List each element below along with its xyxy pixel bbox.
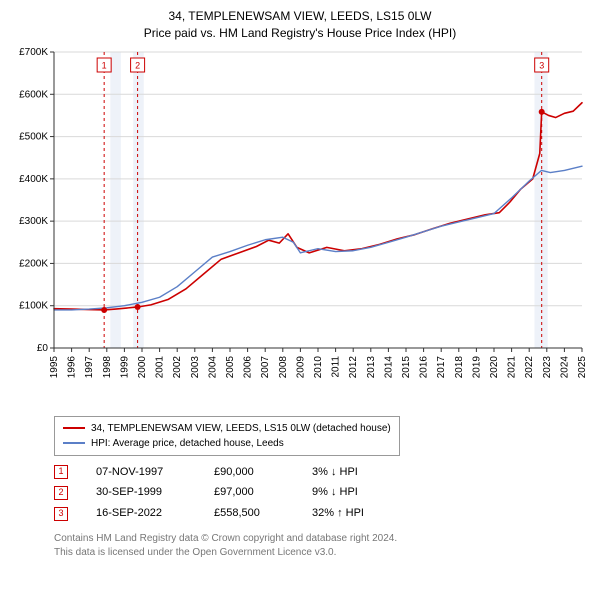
svg-text:2001: 2001 bbox=[155, 355, 166, 378]
svg-text:2: 2 bbox=[135, 60, 140, 70]
sale-diff: 32% ↑ HPI bbox=[312, 503, 402, 524]
sale-date: 07-NOV-1997 bbox=[96, 462, 186, 483]
svg-text:2002: 2002 bbox=[172, 355, 183, 378]
svg-text:2008: 2008 bbox=[278, 355, 289, 378]
svg-text:2004: 2004 bbox=[207, 355, 218, 378]
svg-text:2016: 2016 bbox=[419, 355, 430, 378]
svg-text:£200K: £200K bbox=[19, 258, 48, 269]
svg-text:2019: 2019 bbox=[471, 355, 482, 378]
footer-line1: Contains HM Land Registry data © Crown c… bbox=[54, 532, 574, 546]
chart-container: 34, TEMPLENEWSAM VIEW, LEEDS, LS15 0LW P… bbox=[0, 0, 600, 569]
sale-price: £97,000 bbox=[214, 482, 284, 503]
sale-marker-icon: 2 bbox=[54, 486, 68, 500]
footer-line2: This data is licensed under the Open Gov… bbox=[54, 546, 574, 560]
svg-text:2025: 2025 bbox=[577, 355, 588, 378]
svg-text:£400K: £400K bbox=[19, 173, 48, 184]
legend-label: HPI: Average price, detached house, Leed… bbox=[91, 436, 284, 451]
svg-text:2013: 2013 bbox=[366, 355, 377, 378]
svg-text:2009: 2009 bbox=[295, 355, 306, 378]
legend: 34, TEMPLENEWSAM VIEW, LEEDS, LS15 0LW (… bbox=[54, 416, 400, 456]
svg-text:3: 3 bbox=[539, 60, 544, 70]
svg-text:£600K: £600K bbox=[19, 89, 48, 100]
sales-table: 1 07-NOV-1997 £90,000 3% ↓ HPI 2 30-SEP-1999 £… bbox=[54, 462, 588, 525]
chart-svg: £0 £100K £200K £300K £400K £500K £600K £700K 199… bbox=[12, 48, 588, 408]
legend-row: 34, TEMPLENEWSAM VIEW, LEEDS, LS15 0LW (… bbox=[63, 421, 391, 436]
svg-text:1995: 1995 bbox=[49, 355, 60, 378]
sale-diff: 9% ↓ HPI bbox=[312, 482, 402, 503]
svg-text:£0: £0 bbox=[37, 343, 49, 354]
sales-row: 1 07-NOV-1997 £90,000 3% ↓ HPI bbox=[54, 462, 588, 483]
legend-label: 34, TEMPLENEWSAM VIEW, LEEDS, LS15 0LW (… bbox=[91, 421, 391, 436]
sales-row: 2 30-SEP-1999 £97,000 9% ↓ HPI bbox=[54, 482, 588, 503]
svg-text:2012: 2012 bbox=[348, 355, 359, 378]
svg-text:£100K: £100K bbox=[19, 300, 48, 311]
svg-text:2021: 2021 bbox=[507, 355, 518, 378]
svg-text:£700K: £700K bbox=[19, 48, 48, 58]
svg-text:2018: 2018 bbox=[454, 355, 465, 378]
svg-text:2003: 2003 bbox=[190, 355, 201, 378]
legend-swatch bbox=[63, 442, 85, 444]
sale-diff: 3% ↓ HPI bbox=[312, 462, 402, 483]
svg-text:2024: 2024 bbox=[559, 355, 570, 378]
svg-text:2015: 2015 bbox=[401, 355, 412, 378]
svg-text:2014: 2014 bbox=[383, 355, 394, 378]
svg-text:1999: 1999 bbox=[119, 355, 130, 378]
legend-swatch bbox=[63, 427, 85, 429]
svg-text:2005: 2005 bbox=[225, 355, 236, 378]
sale-price: £90,000 bbox=[214, 462, 284, 483]
sale-price: £558,500 bbox=[214, 503, 284, 524]
sale-marker-icon: 1 bbox=[54, 465, 68, 479]
sale-date: 16-SEP-2022 bbox=[96, 503, 186, 524]
svg-text:2011: 2011 bbox=[331, 355, 342, 377]
svg-text:1997: 1997 bbox=[84, 355, 95, 378]
svg-text:2017: 2017 bbox=[436, 355, 447, 378]
title-line2: Price paid vs. HM Land Registry's House … bbox=[12, 25, 588, 42]
svg-text:2020: 2020 bbox=[489, 355, 500, 378]
sales-row: 3 16-SEP-2022 £558,500 32% ↑ HPI bbox=[54, 503, 588, 524]
sale-date: 30-SEP-1999 bbox=[96, 482, 186, 503]
svg-text:2023: 2023 bbox=[542, 355, 553, 378]
svg-text:£500K: £500K bbox=[19, 131, 48, 142]
chart: £0 £100K £200K £300K £400K £500K £600K £700K 199… bbox=[12, 48, 588, 408]
svg-text:£300K: £300K bbox=[19, 216, 48, 227]
svg-text:2010: 2010 bbox=[313, 355, 324, 378]
legend-row: HPI: Average price, detached house, Leed… bbox=[63, 436, 391, 451]
svg-text:2007: 2007 bbox=[260, 355, 271, 378]
svg-text:2000: 2000 bbox=[137, 355, 148, 378]
title-block: 34, TEMPLENEWSAM VIEW, LEEDS, LS15 0LW P… bbox=[12, 8, 588, 42]
title-line1: 34, TEMPLENEWSAM VIEW, LEEDS, LS15 0LW bbox=[12, 8, 588, 25]
svg-text:1: 1 bbox=[102, 60, 107, 70]
svg-text:2022: 2022 bbox=[524, 355, 535, 378]
svg-text:2006: 2006 bbox=[243, 355, 254, 378]
sale-marker-icon: 3 bbox=[54, 507, 68, 521]
svg-text:1996: 1996 bbox=[67, 355, 78, 378]
footer-note: Contains HM Land Registry data © Crown c… bbox=[54, 532, 574, 559]
svg-text:1998: 1998 bbox=[102, 355, 113, 378]
